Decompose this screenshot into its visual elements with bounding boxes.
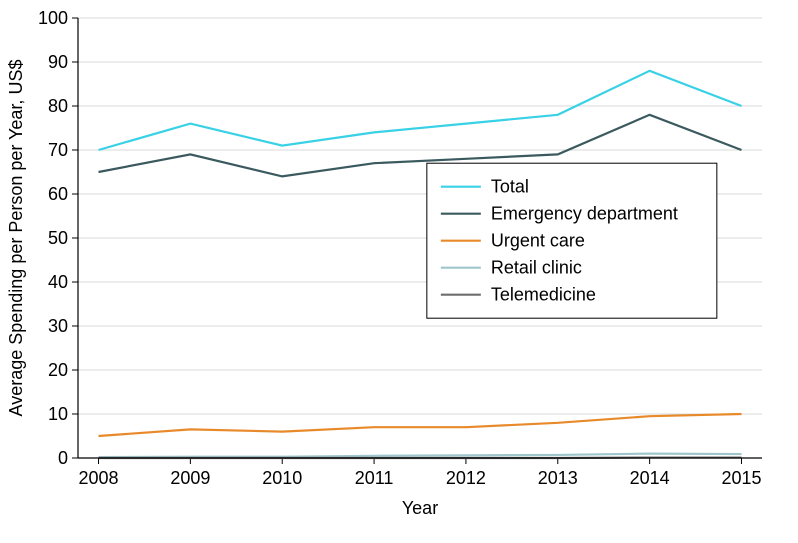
y-tick-label: 80 — [48, 96, 68, 116]
y-tick-label: 40 — [48, 272, 68, 292]
y-tick-label: 10 — [48, 404, 68, 424]
y-tick-label: 20 — [48, 360, 68, 380]
y-tick-label: 30 — [48, 316, 68, 336]
spending-line-chart: 0 10 20 30 40 50 60 70 80 90 100 2008 2009 2010 2011 20… — [0, 0, 798, 543]
legend-label: Emergency department — [491, 204, 678, 224]
chart-container: 0 10 20 30 40 50 60 70 80 90 100 2008 2009 2010 2011 20… — [0, 0, 798, 543]
x-axis-title: Year — [402, 498, 438, 518]
x-tick-label: 2015 — [721, 468, 761, 488]
y-tick-label: 90 — [48, 52, 68, 72]
y-tick-label: 100 — [38, 8, 68, 28]
y-axis-title: Average Spending per Person per Year, US… — [6, 60, 26, 417]
y-tick-label: 60 — [48, 184, 68, 204]
x-tick-label: 2009 — [170, 468, 210, 488]
legend-label: Urgent care — [491, 231, 585, 251]
legend-label: Retail clinic — [491, 258, 582, 278]
y-tick-label: 70 — [48, 140, 68, 160]
x-tick-label: 2013 — [538, 468, 578, 488]
y-tick-label: 0 — [58, 448, 68, 468]
x-tick-label: 2014 — [630, 468, 670, 488]
x-tick-label: 2010 — [262, 468, 302, 488]
y-tick-label: 50 — [48, 228, 68, 248]
legend-label: Total — [491, 177, 529, 197]
legend: Total Emergency department Urgent care Reta… — [427, 163, 717, 318]
x-tick-label: 2011 — [355, 468, 394, 488]
x-tick-label: 2008 — [78, 468, 118, 488]
x-tick-label: 2012 — [446, 468, 486, 488]
legend-label: Telemedicine — [491, 285, 596, 305]
